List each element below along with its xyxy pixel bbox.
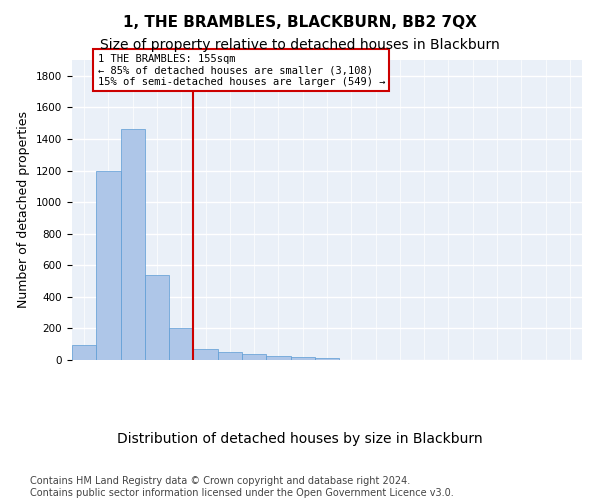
Y-axis label: Number of detached properties: Number of detached properties — [17, 112, 31, 308]
Bar — [218, 352, 242, 360]
Text: Distribution of detached houses by size in Blackburn: Distribution of detached houses by size … — [117, 432, 483, 446]
Text: Contains public sector information licensed under the Open Government Licence v3: Contains public sector information licen… — [30, 488, 454, 498]
Bar — [169, 328, 193, 360]
Bar — [266, 356, 290, 360]
Bar — [315, 358, 339, 360]
Bar — [72, 345, 96, 360]
Bar — [121, 130, 145, 360]
Bar — [193, 349, 218, 360]
Bar — [242, 354, 266, 360]
Bar — [96, 170, 121, 360]
Text: Contains HM Land Registry data © Crown copyright and database right 2024.: Contains HM Land Registry data © Crown c… — [30, 476, 410, 486]
Bar — [290, 357, 315, 360]
Text: 1 THE BRAMBLES: 155sqm
← 85% of detached houses are smaller (3,108)
15% of semi-: 1 THE BRAMBLES: 155sqm ← 85% of detached… — [97, 54, 385, 87]
Text: Size of property relative to detached houses in Blackburn: Size of property relative to detached ho… — [100, 38, 500, 52]
Bar — [145, 274, 169, 360]
Text: 1, THE BRAMBLES, BLACKBURN, BB2 7QX: 1, THE BRAMBLES, BLACKBURN, BB2 7QX — [123, 15, 477, 30]
